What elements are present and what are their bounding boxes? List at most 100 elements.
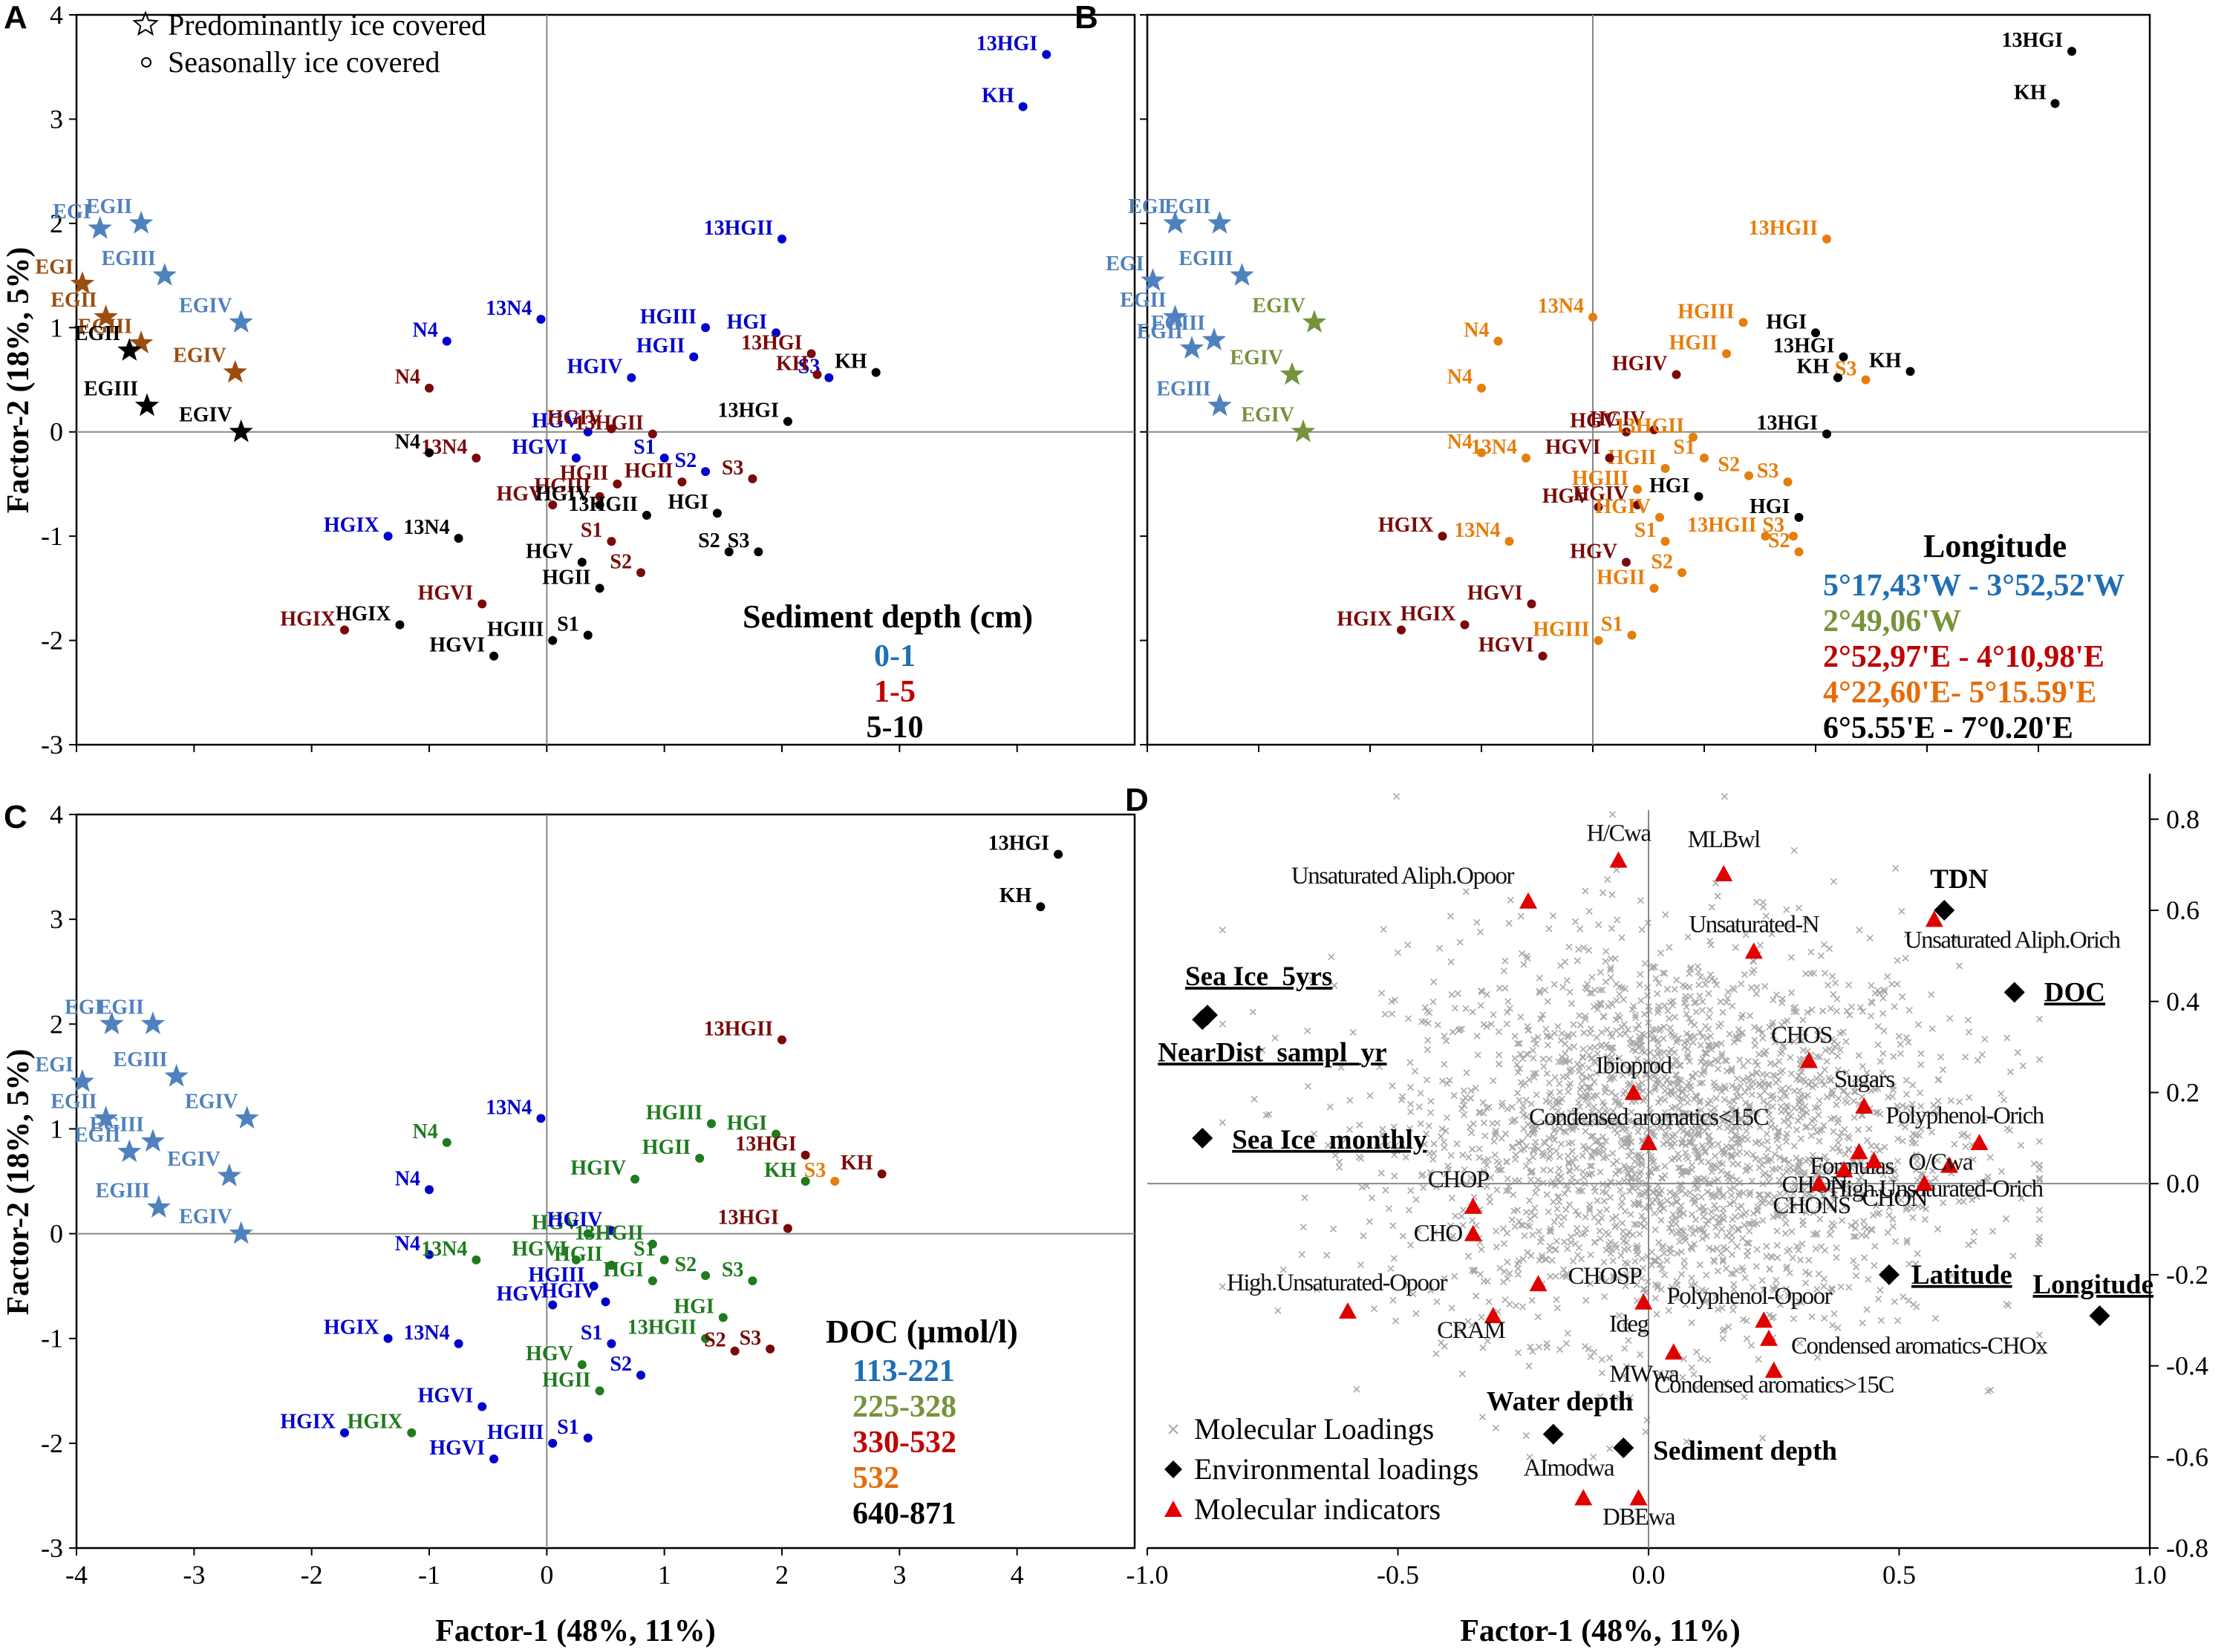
indicator-triangle xyxy=(1855,1097,1874,1114)
point-label: S2 xyxy=(610,1353,632,1376)
point-label: 13HGII xyxy=(1687,514,1756,537)
legend-item: 5-10 xyxy=(867,711,924,745)
indicator-triangle xyxy=(1574,1489,1593,1506)
circle-marker xyxy=(583,1433,593,1443)
star-marker xyxy=(128,330,154,354)
point-label: HGII xyxy=(1669,331,1718,354)
star-marker xyxy=(88,215,112,239)
circle-marker xyxy=(2067,47,2076,56)
circle-marker xyxy=(636,568,645,578)
x-tick-label: 3 xyxy=(893,1560,906,1590)
circle-marker xyxy=(548,1438,558,1448)
panel-d: -1.0 -0.5 0.0 0.5 1.0-0.8 -0.6 -0.4 -0.2 0.0 0.2 0… xyxy=(1125,774,2208,1590)
point-label: EGIII xyxy=(96,1179,150,1202)
indicator-label: Ibioprod xyxy=(1596,1052,1673,1079)
point-label: HGIX xyxy=(324,1316,379,1339)
point-label: 13HGI xyxy=(741,331,802,354)
star-marker xyxy=(134,393,160,417)
x-tick-label: 1 xyxy=(658,1560,671,1590)
x-tick-label: 1.0 xyxy=(2133,1560,2167,1590)
star-marker xyxy=(140,1011,166,1034)
point-label: N4 xyxy=(395,431,420,454)
circle-marker xyxy=(701,1333,711,1343)
circle-marker xyxy=(648,1239,657,1249)
circle-marker xyxy=(407,1428,417,1437)
circle-marker xyxy=(730,1346,740,1356)
circle-marker xyxy=(724,547,734,557)
point-label: HGIX xyxy=(348,1411,403,1434)
legend-item: 1-5 xyxy=(874,675,916,709)
point-label: N4 xyxy=(413,319,438,342)
circle-marker xyxy=(613,479,622,489)
point-label: HGIX xyxy=(1401,603,1456,626)
circle-marker xyxy=(695,1153,705,1163)
circle-marker xyxy=(748,1276,757,1286)
star-marker xyxy=(140,1129,166,1152)
point-label: HGII xyxy=(625,460,673,483)
point-label: HGIII xyxy=(1572,467,1628,490)
circle-marker xyxy=(1789,532,1798,541)
circle-marker xyxy=(340,1428,349,1437)
circle-marker xyxy=(1627,630,1637,640)
circle-marker xyxy=(1018,102,1028,111)
circle-marker xyxy=(1622,427,1631,437)
star-marker xyxy=(1302,310,1327,333)
point-label: 13N4 xyxy=(486,1096,532,1119)
indicator-triangle xyxy=(1835,1160,1853,1178)
point-label: 13HGII xyxy=(704,1017,773,1040)
y-tick-label: -3 xyxy=(41,730,63,760)
environmental-diamond xyxy=(1192,1009,1213,1031)
indicator-triangle xyxy=(1464,1197,1482,1214)
point-label: HGVI xyxy=(429,1437,485,1460)
x-tick-label: -1 xyxy=(418,1560,440,1590)
circle-marker xyxy=(477,599,487,609)
point-label: EGI xyxy=(36,255,74,278)
point-label: 13HGII xyxy=(627,1316,697,1339)
circle-marker xyxy=(489,651,499,661)
circle-marker xyxy=(1042,50,1051,59)
point-label: N4 xyxy=(395,1167,420,1190)
y-tick-label: 0.0 xyxy=(2166,1169,2200,1198)
point-label: HGI xyxy=(1750,495,1790,518)
point-label: KH xyxy=(1000,884,1032,907)
circle-marker xyxy=(536,315,546,324)
point-label: HGI xyxy=(1649,474,1689,497)
x-tick-label: 0.5 xyxy=(1882,1560,1916,1590)
circle-marker xyxy=(830,1177,840,1186)
point-label: HGII xyxy=(1597,566,1645,589)
point-label: HGI xyxy=(668,491,708,514)
point-label: HGII xyxy=(554,1243,602,1266)
circle-marker xyxy=(477,1402,487,1411)
indicator-triangle xyxy=(1484,1307,1502,1324)
point-label: EGII xyxy=(50,1090,97,1113)
circle-marker xyxy=(583,630,593,640)
environmental-label: NearDist_sampl_yr xyxy=(1158,1037,1386,1068)
star-marker xyxy=(235,1106,259,1129)
y-tick-label: 0.8 xyxy=(2166,804,2200,834)
point-label: HGIV xyxy=(567,356,623,379)
circle-marker xyxy=(1605,453,1614,463)
point-label: 13HGI xyxy=(717,1207,778,1230)
circle-marker xyxy=(777,1035,786,1045)
legend-item: 330-532 xyxy=(852,1426,956,1460)
circle-marker xyxy=(595,1386,604,1396)
point-label: 13HGI xyxy=(1773,335,1834,358)
point-label: 13HGI xyxy=(2002,29,2063,52)
y-tick-label: 0.2 xyxy=(2166,1077,2200,1107)
indicator-label: Unsaturated Aliph.Orich xyxy=(1905,927,2122,953)
molecular-loadings-cloud xyxy=(1219,793,2044,1460)
circle-marker xyxy=(648,429,657,439)
circle-marker xyxy=(589,1282,599,1291)
point-label: HGII xyxy=(1608,446,1656,469)
star-marker xyxy=(70,1068,95,1092)
indicator-triangle xyxy=(1800,1051,1818,1068)
point-label: 13N4 xyxy=(1538,295,1584,318)
x-axis-title-left: Factor-1 (48%, 11%) xyxy=(435,1614,716,1648)
indicator-triangle xyxy=(1865,1152,1883,1169)
point-label: EGIII xyxy=(1151,312,1205,335)
point-label: EGIV xyxy=(1241,404,1294,427)
point-label: EGIV xyxy=(167,1148,221,1171)
point-label: S2 xyxy=(1718,454,1740,477)
circle-marker xyxy=(472,1255,481,1264)
circle-marker xyxy=(1438,532,1447,541)
